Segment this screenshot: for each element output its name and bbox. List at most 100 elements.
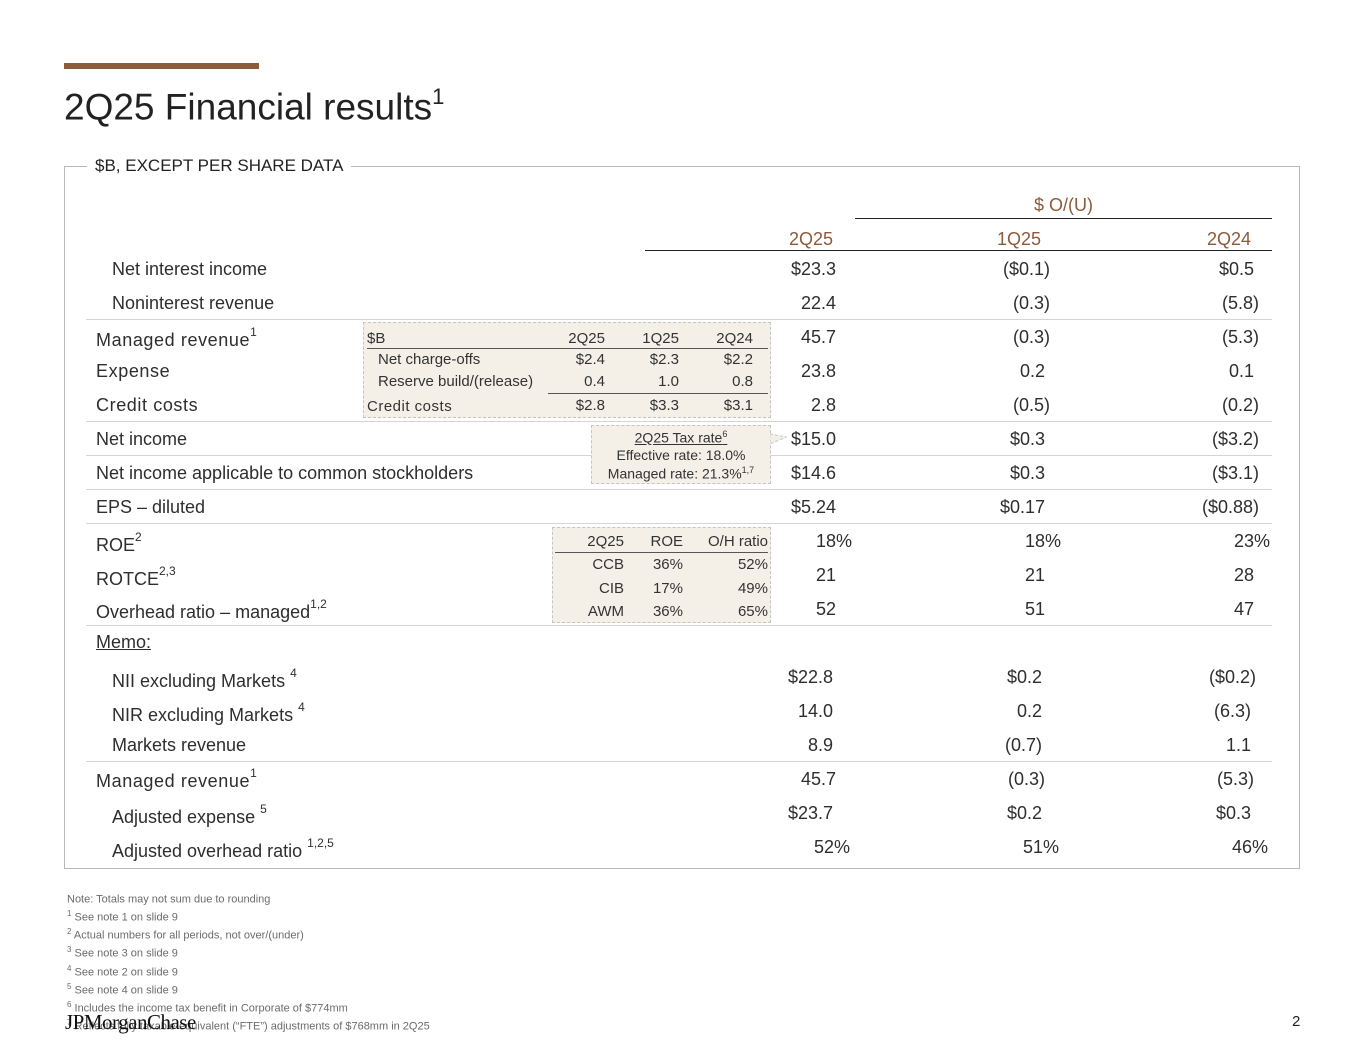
cell-cc-1q25: (0.5) [1012, 395, 1050, 415]
cell-ohr-2q25: 52 [815, 599, 836, 619]
cell-adjohr-2q25: 52% [813, 837, 850, 857]
roe-box-seg-awm: AWM [587, 603, 624, 620]
cell-niix-2q24: ($0.2) [1208, 667, 1256, 687]
cell-roe-2q25: 18% [815, 531, 852, 551]
cell-mkt-2q24: 1.1 [1225, 735, 1251, 755]
roe-box-ccb-roe: 36% [652, 556, 683, 573]
footnote: Note: Totals may not sum due to rounding [67, 893, 271, 906]
row-separator [86, 421, 1272, 422]
cell-niix-2q25: $22.8 [787, 667, 833, 687]
row-label-net-income-common: Net income applicable to common stockhol… [96, 463, 474, 483]
tax-rate-title: 2Q25 Tax rate6 [634, 429, 728, 446]
cell-mr-2q24: (5.3) [1221, 327, 1259, 347]
footnotes: Note: Totals may not sum due to rounding… [67, 889, 430, 1034]
cell-nii-1q25: ($0.1) [1002, 259, 1050, 279]
cell-adjohr-1q25: 51% [1022, 837, 1059, 857]
credit-box-total-rule [548, 393, 768, 394]
credit-box-reserve-2q25: 0.4 [584, 373, 605, 390]
col-header-2q24: 2Q24 [1207, 229, 1252, 249]
footnote: 1 See note 1 on slide 9 [67, 909, 178, 924]
roe-box-ccb-oh: 52% [737, 556, 768, 573]
cell-rotce-2q25: 21 [815, 565, 836, 585]
row-label-adjusted-expense: Adjusted expense 5 [112, 802, 267, 827]
cell-adjexp-2q24: $0.3 [1215, 803, 1251, 823]
cell-rotce-2q24: 28 [1233, 565, 1254, 585]
row-label-managed-revenue-memo: Managed revenue1 [96, 766, 258, 791]
row-label-rotce: ROTCE2,3 [96, 564, 176, 589]
results-frame [64, 166, 1300, 869]
memo-heading: Memo: [96, 632, 152, 652]
row-separator [86, 319, 1272, 320]
page-number: 2 [1292, 1013, 1301, 1030]
title-accent-bar [64, 63, 259, 69]
cell-nirx-1q25: 0.2 [1016, 701, 1042, 721]
credit-box-reserve-2q24: 0.8 [732, 373, 753, 390]
roe-box-cib-roe: 17% [652, 580, 683, 597]
footnote: 4 See note 2 on slide 9 [67, 963, 178, 979]
cell-ohr-2q24: 47 [1233, 599, 1254, 619]
col-header-2q25: 2Q25 [789, 229, 834, 249]
tax-rate-managed: Managed rate: 21.3%1,7 [607, 465, 755, 482]
cell-mr-1q25: (0.3) [1012, 327, 1050, 347]
cell-roe-1q25: 18% [1024, 531, 1061, 551]
row-label-credit-costs: Credit costs [96, 395, 199, 415]
tax-rate-effective: Effective rate: 18.0% [616, 447, 746, 463]
cell-mr2-2q24: (5.3) [1216, 769, 1254, 789]
credit-box-nco-1q25: $2.3 [649, 351, 679, 368]
credit-box-total-2q24: $3.1 [723, 397, 753, 414]
credit-box-header-unit: $B [367, 330, 386, 347]
credit-box-header-1q25: 1Q25 [642, 330, 679, 347]
section-caption: $B, EXCEPT PER SHARE DATA [87, 156, 352, 176]
cell-ohr-1q25: 51 [1024, 599, 1045, 619]
roe-box-awm-roe: 36% [652, 603, 683, 620]
row-label-eps-diluted: EPS – diluted [96, 497, 206, 517]
footnote: 7 Reflects fully taxable-equivalent (“FT… [67, 1018, 430, 1033]
cell-mkt-2q25: 8.9 [807, 735, 833, 755]
cell-nir-2q24: (5.8) [1221, 293, 1259, 313]
col-header-1q25: 1Q25 [997, 229, 1042, 249]
row-label-overhead-ratio: Overhead ratio – managed1,2 [96, 597, 327, 622]
footnote: 6 Includes the income tax benefit in Cor… [67, 999, 348, 1015]
cell-nicom-2q24: ($3.1) [1211, 463, 1259, 483]
cell-cc-2q24: (0.2) [1221, 395, 1259, 415]
credit-box-net-charge-offs-label: Net charge-offs [378, 351, 481, 368]
cell-nir-1q25: (0.3) [1012, 293, 1050, 313]
footnote: 2 Actual numbers for all periods, not ov… [67, 927, 304, 942]
row-separator [86, 523, 1272, 524]
cell-cc-2q25: 2.8 [810, 395, 836, 415]
row-label-markets-revenue: Markets revenue [112, 735, 247, 755]
row-label-noninterest-revenue: Noninterest revenue [112, 293, 275, 313]
cell-exp-1q25: 0.2 [1019, 361, 1045, 381]
cell-exp-2q25: 23.8 [800, 361, 836, 381]
cell-adjexp-1q25: $0.2 [1006, 803, 1042, 823]
cell-ni-2q25: $15.0 [790, 429, 836, 449]
roe-box-seg-ccb: CCB [592, 556, 624, 573]
footnote: 5 See note 4 on slide 9 [67, 981, 178, 997]
row-separator [86, 489, 1272, 490]
page-title: 2Q25 Financial results1 [64, 84, 445, 128]
credit-box-nco-2q24: $2.2 [723, 351, 753, 368]
credit-box-header-2q25: 2Q25 [568, 330, 605, 347]
credit-box-reserve-label: Reserve build/(release) [378, 373, 534, 390]
credit-box-total-2q25: $2.8 [575, 397, 605, 414]
roe-box-header-period: 2Q25 [587, 533, 624, 550]
page-title-footnote: 1 [432, 84, 445, 109]
roe-box-header-oh: O/H ratio [707, 533, 768, 550]
cell-nir-2q25: 22.4 [800, 293, 836, 313]
row-label-expense: Expense [96, 361, 171, 381]
credit-costs-breakdown-box [363, 322, 771, 418]
row-label-roe: ROE2 [96, 530, 142, 555]
cell-mr-2q25: 45.7 [800, 327, 836, 347]
roe-box-header-roe: ROE [650, 533, 683, 550]
cell-ni-2q24: ($3.2) [1211, 429, 1259, 449]
credit-box-total-label: Credit costs [367, 398, 453, 415]
cell-mr2-1q25: (0.3) [1007, 769, 1045, 789]
row-label-adjusted-overhead-ratio: Adjusted overhead ratio 1,2,5 [112, 836, 334, 861]
tax-rate-callout [591, 425, 771, 484]
row-label-managed-revenue: Managed revenue1 [96, 325, 258, 350]
cell-ni-1q25: $0.3 [1009, 429, 1045, 449]
cell-eps-1q25: $0.17 [999, 497, 1045, 517]
cell-nii-2q24: $0.5 [1218, 259, 1254, 279]
page-title-text: 2Q25 Financial results [64, 86, 433, 128]
segment-roe-box [552, 527, 771, 623]
